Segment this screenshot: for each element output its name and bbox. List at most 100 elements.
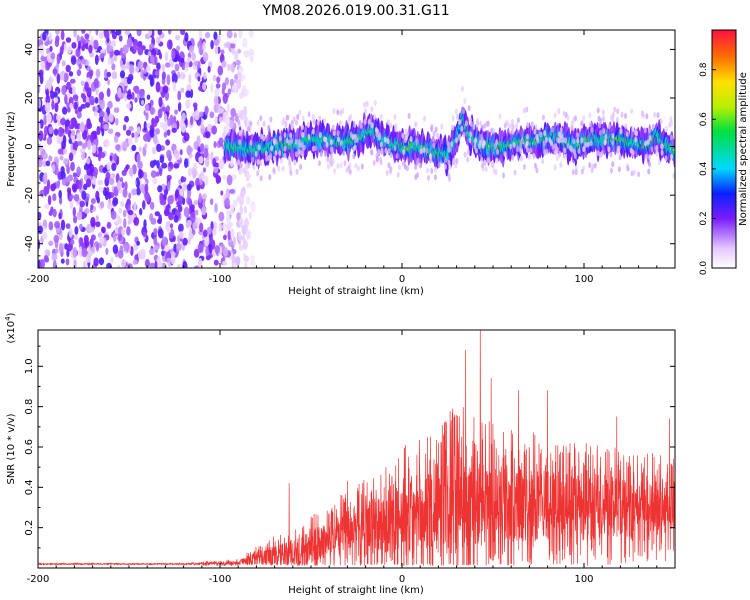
halo-cell [545,148,549,155]
noise-cell [59,45,64,55]
noise-cell [98,186,104,193]
halo-cell [563,153,567,160]
noise-cell [226,214,231,224]
noise-cell [199,178,203,186]
noise-cell [64,126,70,135]
halo-cell [437,162,441,169]
noise-cell [149,54,155,64]
noise-cell [142,171,148,180]
noise-cell [111,30,115,34]
halo-cell [301,131,305,138]
noise-cell [136,30,142,37]
noise-cell [73,101,78,110]
halo-cell [259,115,263,122]
noise-cell [156,256,161,267]
noise-cell [193,60,199,67]
halo-cell [273,139,276,146]
noise-cell [46,88,49,99]
noise-cell [184,32,189,43]
noise-cell [192,102,198,108]
halo-cell [298,142,302,149]
noise-cell [122,209,127,218]
halo-cell [630,170,634,177]
noise-cell [165,139,171,146]
snr-y-tick-label: 0.4 [24,479,35,495]
noise-cell [81,30,86,34]
halo-cell [601,109,605,116]
noise-cell [236,212,241,221]
noise-cell [224,126,230,134]
noise-cell [66,81,71,90]
halo-cell [469,131,473,138]
halo-cell [473,143,477,150]
halo-cell [389,122,393,129]
halo-cell [332,130,336,137]
halo-cell [462,131,466,138]
noise-cell [173,163,180,169]
noise-cell [241,74,246,81]
halo-cell [468,137,472,144]
noise-cell [48,126,54,135]
colorbar-tick-label: 0.2 [699,211,709,225]
halo-cell [401,132,405,139]
halo-cell [244,120,248,127]
noise-cell [209,236,214,246]
noise-cell [156,36,161,44]
noise-cell [76,110,82,119]
noise-cell [224,197,230,208]
snr-scale-exponent: 4 [4,316,12,321]
noise-cell [38,260,41,268]
noise-cell [248,48,255,56]
noise-cell [148,30,153,37]
noise-cell [50,90,55,100]
noise-cell [198,257,203,268]
noise-cell [192,169,197,179]
noise-cell [51,99,55,111]
halo-cell [348,169,352,175]
noise-cell [98,91,105,101]
noise-cell [110,57,114,65]
noise-cell [157,185,163,193]
halo-cell [620,111,624,118]
noise-cell [60,219,66,231]
noise-cell [132,164,137,175]
halo-cell [373,114,377,121]
noise-cell [38,121,41,132]
noise-cell [38,211,42,220]
noise-cell [231,174,237,181]
halo-cell [259,175,263,182]
halo-cell [284,122,288,129]
halo-cell [475,147,478,154]
noise-cell [70,56,77,65]
noise-cell [200,143,205,153]
noise-cell [166,257,172,263]
figure-title: YM08.2026.019.00.31.G11 [261,3,449,19]
noise-cell [115,117,119,126]
halo-cell [278,150,282,157]
halo-cell [330,147,334,154]
noise-cell [69,239,75,246]
noise-cell [243,253,247,260]
noise-cell [185,61,190,69]
spectrogram-x-tick-label: 0 [399,274,405,285]
halo-cell [394,126,398,133]
halo-cell [582,146,586,153]
noise-cell [72,143,78,152]
halo-cell [264,150,268,157]
noise-cell [69,102,73,109]
noise-cell [91,144,97,154]
halo-cell [589,140,593,147]
noise-cell [66,248,70,258]
noise-cell [88,30,92,36]
noise-cell [126,61,130,70]
colorbar-tick-label: 0.0 [699,261,709,276]
halo-cell [603,139,607,146]
noise-cell [85,257,92,263]
halo-cell [631,126,635,132]
noise-cell [166,74,171,86]
noise-cell [145,131,151,140]
halo-cell [613,106,617,113]
noise-cell [170,163,174,170]
noise-cell [213,103,219,113]
halo-cell [509,123,513,130]
